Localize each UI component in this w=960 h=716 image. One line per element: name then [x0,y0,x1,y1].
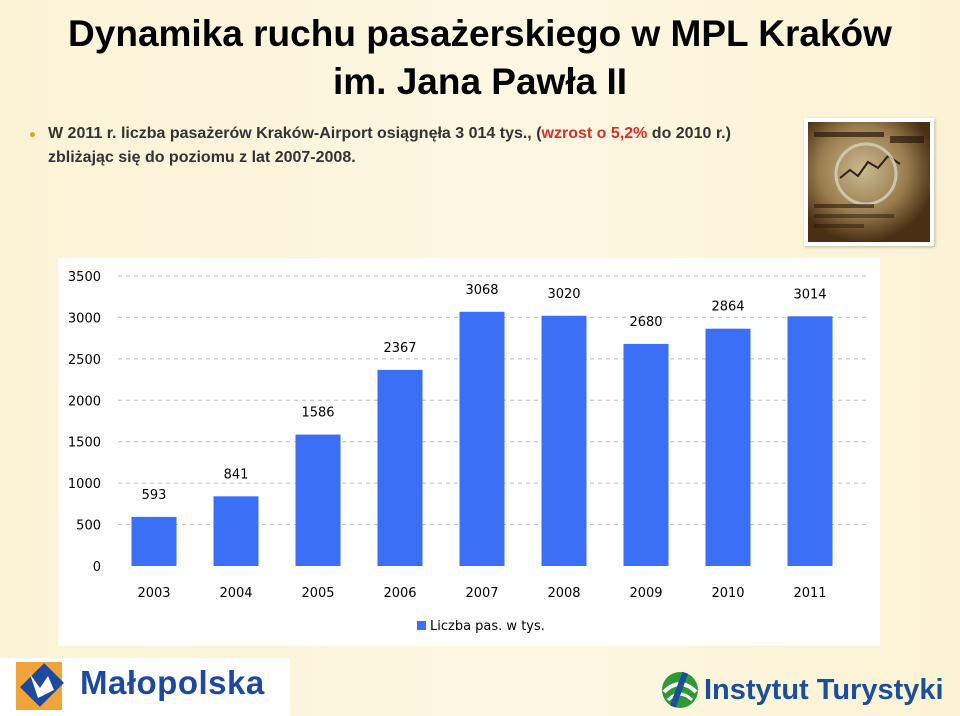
y-tick-label: 2500 [68,353,101,368]
legend-swatch [417,621,426,630]
x-tick-label: 2010 [711,586,744,601]
bar-2011 [787,316,833,566]
data-label: 1586 [301,406,334,421]
y-tick-label: 1500 [68,436,101,451]
bullet-text-part-4: do 2010 r.) [647,125,731,142]
y-tick-label: 2000 [68,394,101,409]
y-tick-label: 1000 [68,477,101,492]
bullet-text-part-1: W 2011 r. liczba pasażerów Kraków-Airpor… [48,125,537,142]
malopolska-eagle-icon [16,662,64,710]
bar-2005 [295,434,341,566]
bullet-text-part-2: ( [536,125,542,142]
malopolska-text: Małopolska [80,664,265,701]
x-tick-label: 2007 [465,586,498,601]
x-tick-label: 2011 [793,586,826,601]
data-label: 2864 [711,300,744,315]
financial-photo [804,118,934,246]
bar-2008 [541,315,587,566]
bullet-text: W 2011 r. liczba pasażerów Kraków-Airpor… [48,122,800,170]
instytut-turystyki-logo: Instytut Turystyki [656,664,956,716]
bullet-text-line-2: zbliżając się do poziomu z lat 2007-2008… [48,149,356,166]
chart-legend: Liczba pas. w tys. [417,619,545,634]
data-label: 2680 [629,315,662,330]
malopolska-logo: Małopolska [0,658,290,716]
x-tick-label: 2009 [629,586,662,601]
data-label: 593 [142,488,167,503]
x-tick-label: 2005 [301,586,334,601]
bullet-icon [30,132,35,137]
slide-title: Dynamika ruchu pasażerskiego w MPL Krakó… [40,10,920,106]
x-tick-label: 2006 [383,586,416,601]
y-tick-label: 3500 [68,270,101,285]
bullet-text-highlight: wzrost o 5,2% [541,125,648,142]
newspaper-magnifier-icon [808,122,930,242]
x-tick-label: 2004 [219,586,252,601]
x-tick-label: 2008 [547,586,580,601]
instytut-turystyki-icon [662,671,698,708]
title-line-1: Dynamika ruchu pasażerskiego w MPL Krakó… [68,13,892,54]
bar-2009 [623,343,669,566]
data-label: 841 [224,467,249,482]
title-line-2: im. Jana Pawła II [332,61,628,102]
bar-2004 [213,496,259,566]
bar-2006 [377,369,423,566]
bar-chart: 0 500 1000 1500 2000 2500 3000 3500 593 2003 841 20… [68,270,868,601]
bar-2010 [705,328,751,566]
x-tick-label: 2003 [137,586,170,601]
data-label: 3068 [465,283,498,298]
y-tick-label: 3000 [68,311,101,326]
bullet-point: W 2011 r. liczba pasażerów Kraków-Airpor… [30,122,800,170]
chart-panel: 0 500 1000 1500 2000 2500 3000 3500 593 2003 841 20… [58,258,880,646]
data-label: 3014 [793,287,826,302]
data-label: 2367 [383,341,416,356]
y-tick-label: 0 [93,560,101,575]
legend-label: Liczba pas. w tys. [430,619,545,634]
y-tick-label: 500 [76,519,101,534]
bar-2007 [459,311,505,566]
data-label: 3020 [547,287,580,302]
instytut-turystyki-text: Instytut Turystyki [704,674,944,706]
bar-2003 [131,516,177,566]
